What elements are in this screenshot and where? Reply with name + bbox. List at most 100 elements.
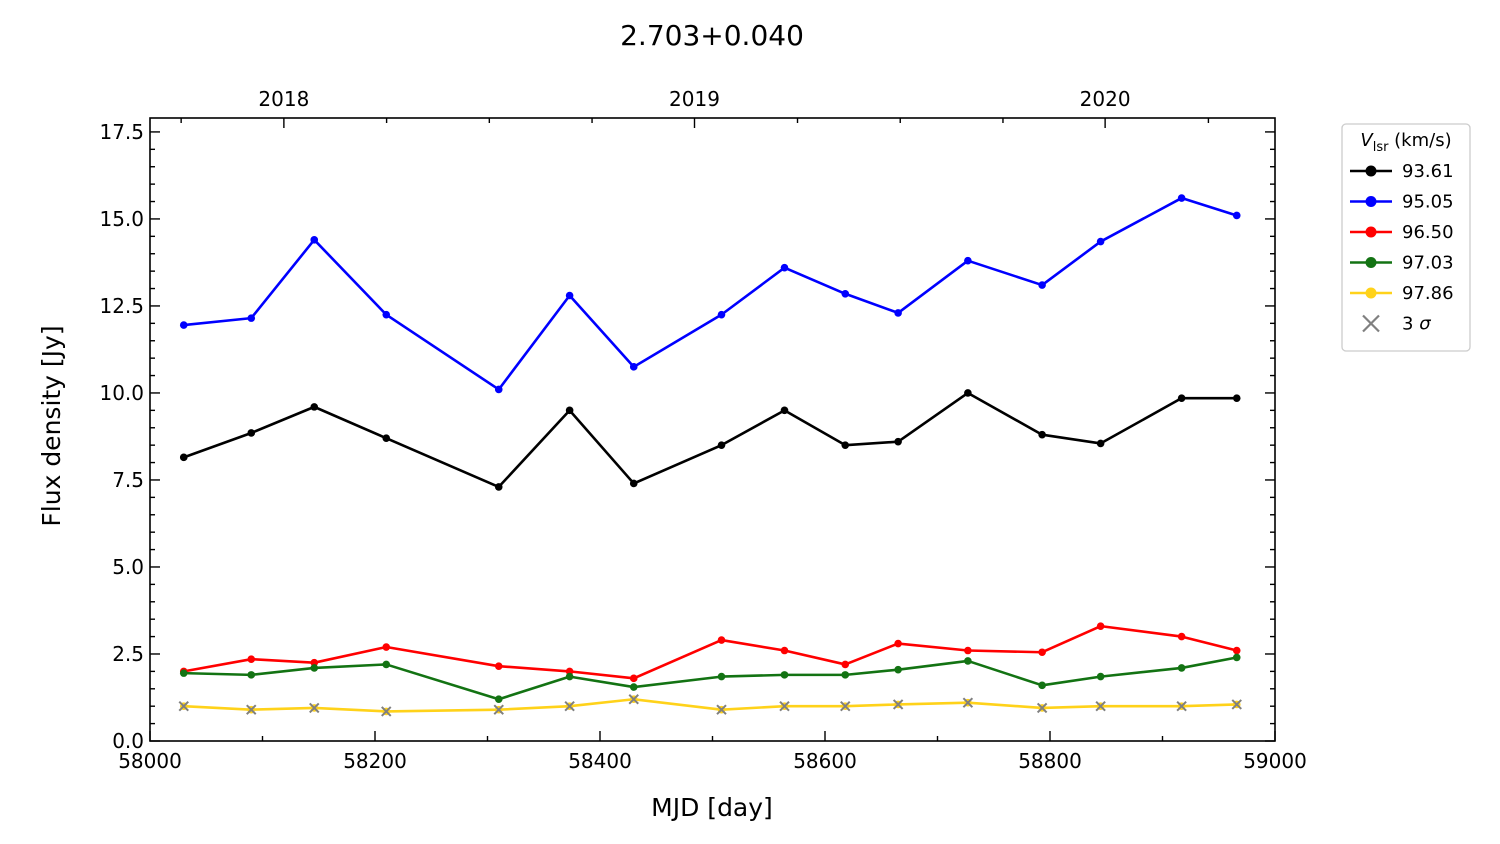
data-point-93.61 — [841, 441, 850, 449]
data-point-97.03 — [565, 672, 574, 681]
sigma-marker-stroke — [962, 697, 974, 708]
data-point-96.50 — [780, 646, 789, 655]
sigma-marker — [1176, 700, 1187, 712]
x-tick-label: 58000 — [118, 749, 182, 773]
sigma-marker-stroke — [892, 699, 904, 710]
legend-sigma-stroke — [1362, 314, 1380, 333]
data-point-96.50 — [1038, 648, 1046, 657]
x-tick-label: 58200 — [343, 749, 407, 773]
data-point-95.05 — [382, 310, 391, 319]
data-point-93.61 — [494, 483, 503, 491]
sigma-marker — [779, 700, 790, 712]
sigma-marker — [1036, 702, 1048, 714]
sigma-marker-stroke — [381, 706, 392, 717]
data-point-96.50 — [565, 667, 574, 676]
data-point-97.03 — [1177, 664, 1186, 672]
legend-sigma-symbol: σ — [1419, 314, 1431, 335]
data-point-95.05 — [310, 236, 319, 244]
data-point-93.61 — [565, 406, 574, 415]
sigma-marker — [716, 704, 727, 715]
sigma-marker-stroke — [178, 700, 189, 712]
sigma-marker-stroke — [564, 700, 575, 712]
sigma-marker — [628, 694, 639, 705]
y-tick-label: 2.5 — [112, 642, 144, 666]
data-point-95.05 — [565, 291, 574, 300]
sigma-marker — [493, 704, 504, 715]
sigma-marker-stroke — [1176, 700, 1187, 712]
legend-sigma-number: 3 — [1402, 314, 1419, 335]
data-point-97.03 — [179, 669, 188, 677]
legend-title: Vlsr (km/s) — [1360, 130, 1451, 155]
y-tick-label: 5.0 — [112, 555, 144, 579]
data-point-97.03 — [1232, 653, 1241, 662]
data-point-97.03 — [964, 657, 972, 665]
data-point-95.05 — [494, 385, 503, 394]
legend-title-symbol: V — [1360, 130, 1374, 151]
data-point-95.05 — [780, 263, 789, 272]
legend-label-93.61: 93.61 — [1402, 161, 1454, 182]
sigma-marker-stroke — [840, 700, 851, 712]
sigma-marker — [564, 700, 575, 712]
sigma-marker — [1231, 699, 1242, 710]
legend-label-95.05: 95.05 — [1402, 192, 1454, 213]
legend-marker-97.86 — [1365, 287, 1377, 299]
sigma-marker — [840, 700, 851, 712]
sigma-marker — [309, 702, 320, 714]
data-point-97.03 — [382, 660, 391, 669]
y-tick-label: 12.5 — [99, 294, 144, 318]
data-point-96.50 — [1096, 622, 1105, 630]
data-point-97.03 — [894, 665, 902, 674]
y-axis-label: Flux density [Jy] — [37, 325, 66, 526]
data-point-96.50 — [629, 674, 638, 683]
data-point-93.61 — [247, 429, 256, 437]
sigma-marker-stroke — [779, 700, 790, 712]
data-point-95.05 — [841, 289, 850, 298]
sigma-marker — [381, 706, 392, 717]
sigma-marker-stroke — [246, 704, 257, 715]
legend-label-96.50: 96.50 — [1402, 222, 1454, 243]
chart-title: 2.703+0.040 — [620, 19, 804, 52]
legend-marker-97.03 — [1365, 257, 1377, 268]
y-tick-label: 17.5 — [99, 120, 144, 144]
data-point-93.61 — [964, 389, 972, 397]
data-point-93.61 — [1177, 394, 1186, 402]
series-line-96.50 — [183, 624, 1238, 680]
data-point-95.05 — [1038, 281, 1046, 289]
data-point-96.50 — [1232, 646, 1241, 655]
top-year-label: 2020 — [1080, 87, 1131, 111]
data-point-95.05 — [1232, 211, 1241, 220]
data-point-96.50 — [717, 636, 726, 644]
data-point-96.50 — [894, 639, 902, 648]
data-point-95.05 — [964, 256, 972, 265]
data-point-97.03 — [310, 664, 319, 672]
data-point-95.05 — [1096, 237, 1105, 246]
sigma-marker-stroke — [628, 694, 639, 705]
data-point-96.50 — [247, 655, 256, 664]
data-point-93.61 — [894, 437, 902, 446]
data-point-97.03 — [1038, 681, 1046, 690]
x-tick-label: 58600 — [793, 749, 857, 773]
sigma-marker — [246, 704, 257, 715]
legend-marker-93.61 — [1365, 165, 1377, 177]
series-line-95.05 — [183, 196, 1238, 391]
data-point-93.61 — [629, 479, 638, 488]
data-point-96.50 — [964, 646, 972, 655]
legend-title-unit: (km/s) — [1388, 130, 1451, 151]
sigma-marker — [962, 697, 974, 708]
data-point-96.50 — [841, 660, 850, 669]
data-point-96.50 — [1177, 632, 1186, 641]
y-tick-label: 10.0 — [99, 381, 144, 405]
plot-frame — [149, 117, 1276, 742]
sigma-marker — [178, 700, 189, 712]
data-point-97.03 — [780, 671, 789, 679]
data-point-97.03 — [247, 671, 256, 679]
legend-marker-96.50 — [1365, 226, 1377, 238]
sigma-marker-stroke — [309, 702, 320, 714]
series-line-93.61 — [183, 391, 1237, 489]
data-point-97.03 — [1096, 672, 1105, 681]
data-point-96.50 — [494, 662, 503, 670]
x-tick-label: 58800 — [1018, 749, 1082, 773]
legend-label-97.03: 97.03 — [1402, 253, 1454, 274]
series-line-97.86 — [183, 697, 1237, 713]
